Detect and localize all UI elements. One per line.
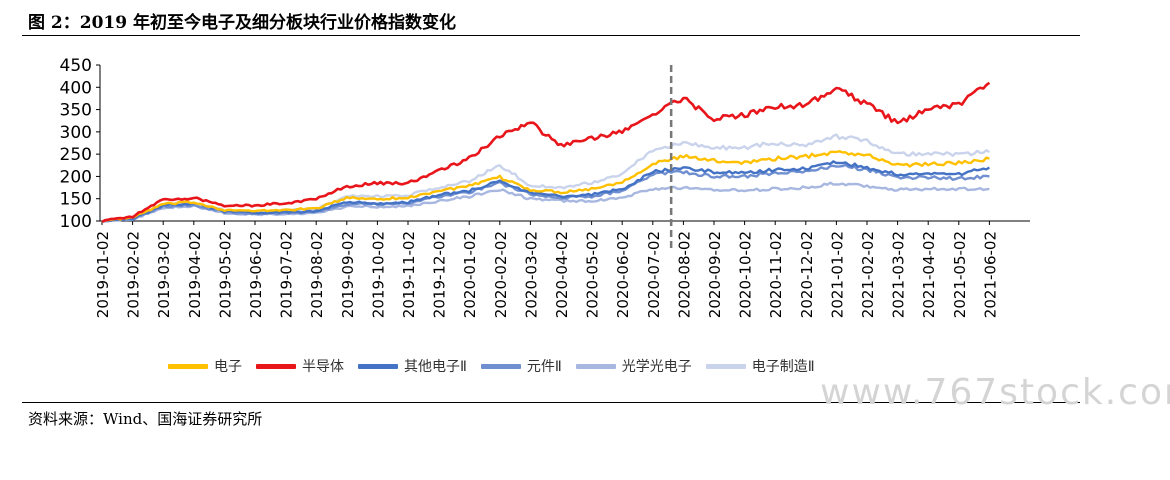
x-tick-label: 2020-05-02 [584, 231, 602, 318]
figure-title: 图 2：2019 年初至今电子及细分板块行业价格指数变化 [28, 13, 456, 33]
legend-label: 半导体 [302, 359, 344, 375]
y-tick-label: 300 [60, 123, 92, 143]
x-tick-label: 2019-12-02 [431, 231, 449, 318]
x-tick-label: 2020-12-02 [798, 231, 816, 318]
legend-label: 电子 [214, 359, 242, 375]
x-tick-label: 2019-08-02 [308, 231, 326, 318]
y-tick-label: 150 [60, 190, 92, 210]
legend-label: 其他电子Ⅱ [404, 359, 467, 375]
x-tick-label: 2019-09-02 [339, 231, 357, 318]
watermark: www.767stock.com [820, 372, 1170, 413]
y-tick-label: 100 [60, 212, 92, 232]
x-tick-label: 2019-10-02 [369, 231, 387, 318]
legend-item: 电子 [168, 356, 242, 376]
x-tick-label: 2019-11-02 [400, 231, 418, 318]
series-line-0 [101, 150, 990, 223]
x-tick-label: 2019-02-02 [125, 231, 143, 318]
legend-item: 其他电子Ⅱ [358, 356, 467, 376]
chart-series [101, 81, 991, 223]
x-tick-label: 2021-02-02 [859, 231, 877, 318]
series-line-5 [101, 133, 990, 223]
x-tick-label: 2021-05-02 [951, 231, 969, 318]
legend-swatch [705, 363, 746, 369]
legend-item: 半导体 [256, 356, 344, 376]
legend-item: 电子制造Ⅱ [705, 356, 815, 376]
x-tick-label: 2020-07-02 [645, 231, 663, 318]
x-tick-label: 2019-01-02 [94, 231, 112, 318]
legend-swatch [358, 363, 398, 369]
x-tick-label: 2020-01-02 [461, 231, 479, 318]
legend-swatch [575, 363, 616, 369]
x-tick-label: 2021-03-02 [890, 231, 908, 318]
y-tick-label: 250 [60, 145, 92, 165]
x-tick-label: 2021-06-02 [981, 231, 999, 318]
x-tick-label: 2021-04-02 [920, 231, 938, 318]
x-tick-label: 2021-01-02 [828, 231, 846, 318]
y-tick-label: 400 [60, 78, 92, 98]
x-tick-label: 2020-04-02 [553, 231, 571, 318]
chart-legend: 电子 半导体 其他电子Ⅱ 元件Ⅱ 光学光电子 电子制造Ⅱ [168, 354, 829, 378]
legend-item: 元件Ⅱ [480, 356, 562, 376]
series-line-1 [101, 81, 991, 223]
x-tick-label: 2020-09-02 [706, 231, 724, 318]
x-tick-label: 2019-03-02 [155, 231, 173, 318]
x-tick-label: 2019-07-02 [278, 231, 296, 318]
legend-swatch [168, 363, 208, 369]
series-line-2 [101, 160, 991, 223]
title-rule [22, 35, 1080, 36]
legend-swatch [256, 363, 296, 369]
x-tick-label: 2020-11-02 [767, 231, 785, 318]
legend-label: 电子制造Ⅱ [751, 359, 815, 375]
x-tick-label: 2020-10-02 [737, 231, 755, 318]
legend-label: 光学光电子 [621, 359, 692, 375]
x-tick-label: 2020-08-02 [675, 231, 693, 318]
y-tick-label: 350 [60, 101, 92, 121]
x-tick-label: 2019-05-02 [216, 231, 234, 318]
legend-label: 元件Ⅱ [526, 359, 562, 375]
source-note: 资料来源：Wind、国海证券研究所 [28, 410, 263, 428]
x-tick-label: 2019-04-02 [186, 231, 204, 318]
y-tick-label: 200 [60, 167, 92, 187]
legend-swatch [480, 363, 521, 369]
y-tick-label: 450 [60, 56, 92, 76]
x-tick-label: 2020-02-02 [492, 231, 510, 318]
x-tick-label: 2020-03-02 [522, 231, 540, 318]
source-rule [22, 402, 1080, 403]
legend-item: 光学光电子 [575, 356, 692, 376]
x-tick-label: 2019-06-02 [247, 231, 265, 318]
x-tick-label: 2020-06-02 [614, 231, 632, 318]
